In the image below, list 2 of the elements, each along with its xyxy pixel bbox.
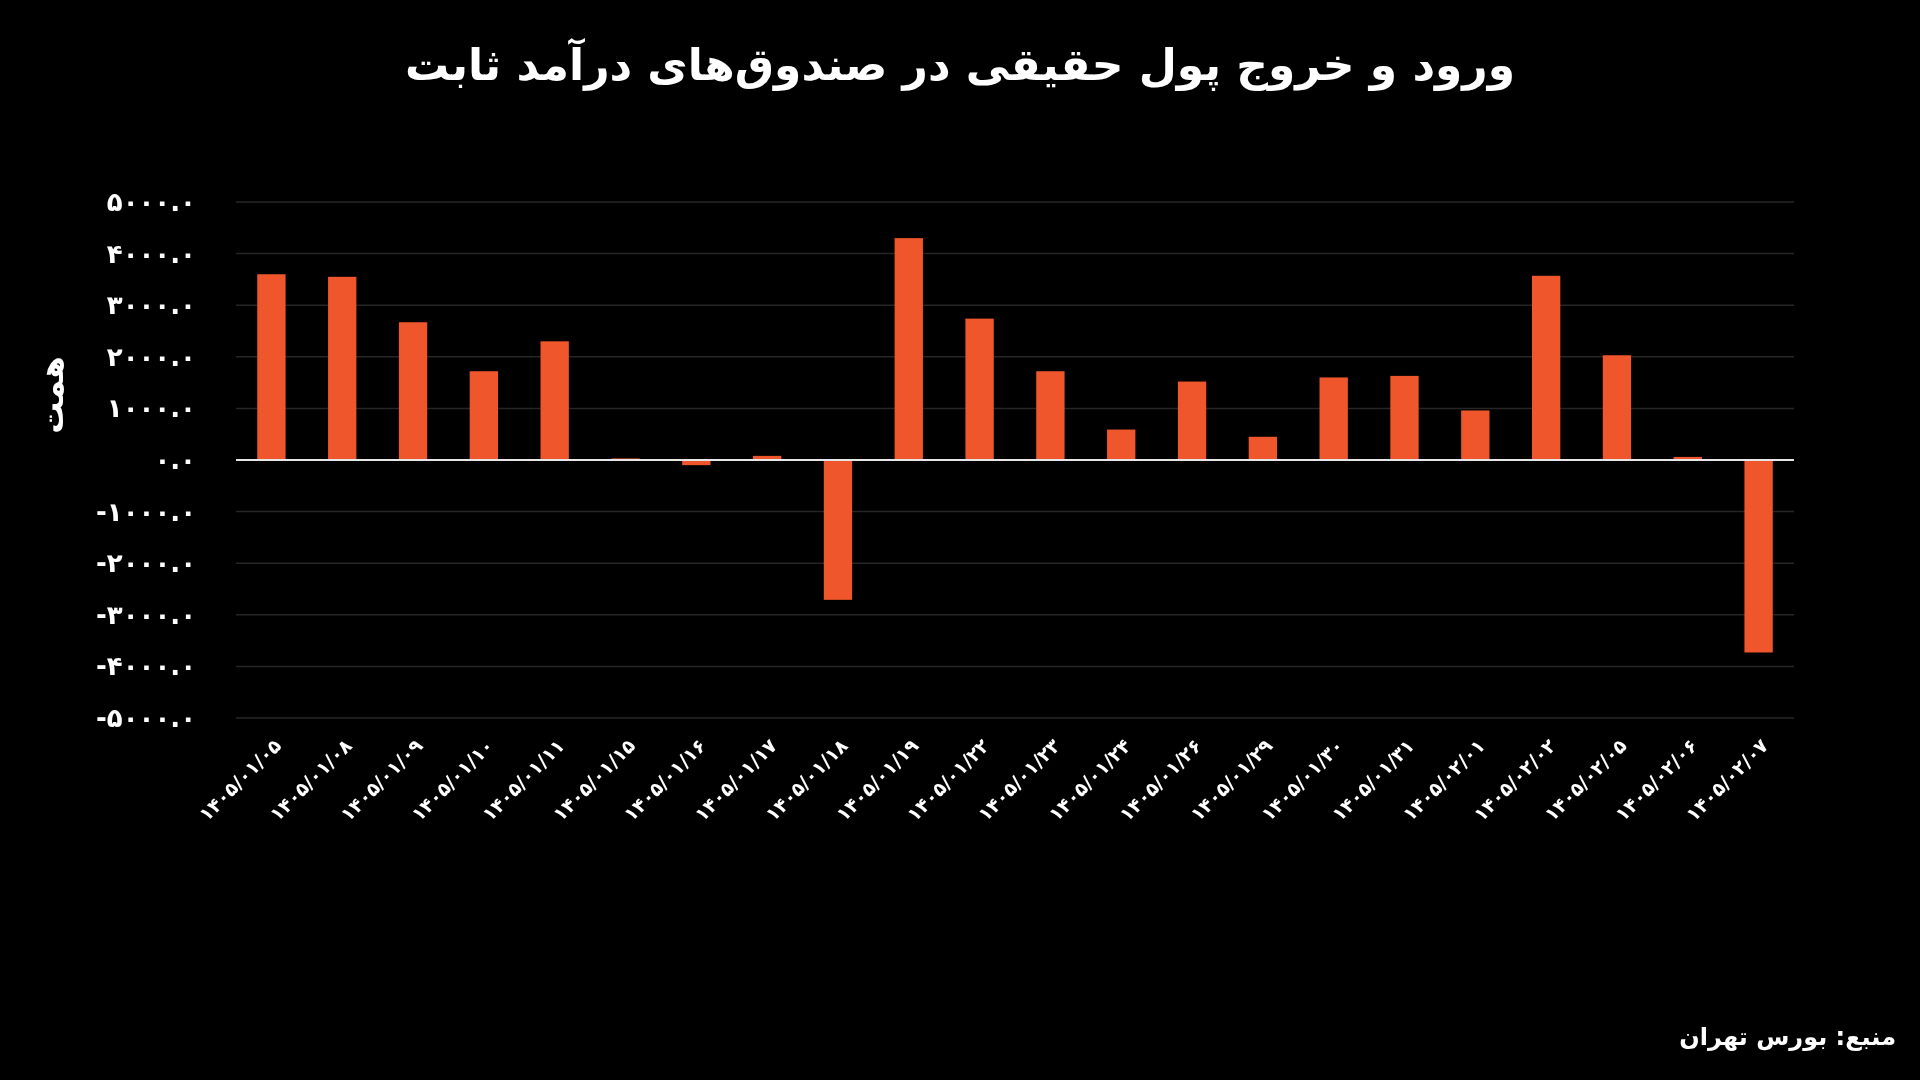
ylabel: همت <box>33 356 71 434</box>
title: ورود و خروج پول حقیقی در صندوق‌های درآمد ثابت <box>404 39 1516 90</box>
